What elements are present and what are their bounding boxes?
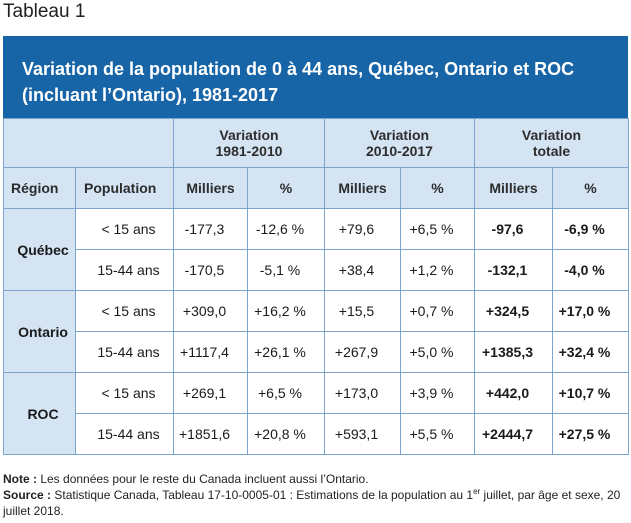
value-cell: -12,6 % bbox=[247, 208, 325, 250]
total-cell: +2444,7 bbox=[474, 413, 553, 455]
group-header-1981-2010: Variation 1981-2010 bbox=[173, 118, 325, 168]
header-milliers-2: Milliers bbox=[324, 167, 401, 209]
header-region: Région bbox=[3, 167, 76, 209]
total-cell: +442,0 bbox=[474, 372, 553, 414]
table-row: Ontario < 15 ans +309,0 +16,2 % +15,5 +0… bbox=[3, 290, 629, 373]
header-pct-2: % bbox=[400, 167, 475, 209]
table-row: 15-44 ans +1117,4 +26,1 % +267,9 +5,0 % … bbox=[4, 331, 629, 373]
value-cell: +3,9 % bbox=[400, 372, 475, 414]
value-cell: -5,1 % bbox=[247, 249, 325, 291]
population-table: Variation 1981-2010 Variation 2010-2017 … bbox=[3, 118, 629, 455]
total-cell: +27,5 % bbox=[552, 413, 629, 455]
value-cell: +309,0 bbox=[173, 290, 248, 332]
value-cell: +6,5 % bbox=[400, 208, 475, 250]
source-label: Source : bbox=[3, 488, 52, 502]
header-population: Population bbox=[75, 167, 174, 209]
page-label: Tableau 1 bbox=[3, 1, 86, 22]
source-text-a: Statistique Canada, Tableau 17-10-0005-0… bbox=[51, 488, 474, 502]
source-line: Source : Statistique Canada, Tableau 17-… bbox=[3, 487, 628, 519]
value-cell: +1117,4 bbox=[173, 331, 248, 373]
region-cell: Ontario bbox=[3, 290, 76, 373]
group-header-2010-2017: Variation 2010-2017 bbox=[324, 118, 475, 168]
value-cell: +26,1 % bbox=[247, 331, 325, 373]
population-cell: < 15 ans bbox=[75, 372, 174, 414]
value-cell: +5,0 % bbox=[400, 331, 475, 373]
table-row: 15-44 ans +1851,6 +20,8 % +593,1 +5,5 % … bbox=[4, 413, 629, 455]
sub-header-row: Région Population Milliers % Milliers % … bbox=[3, 167, 629, 209]
population-cell: < 15 ans bbox=[75, 208, 174, 250]
header-milliers-3: Milliers bbox=[474, 167, 553, 209]
header-pct-1: % bbox=[247, 167, 325, 209]
total-cell: +32,4 % bbox=[552, 331, 629, 373]
value-cell: +267,9 bbox=[324, 331, 401, 373]
total-cell: -132,1 bbox=[474, 249, 553, 291]
table-title-banner: Variation de la population de 0 à 44 ans… bbox=[3, 36, 628, 118]
value-cell: +269,1 bbox=[173, 372, 248, 414]
total-cell: -4,0 % bbox=[552, 249, 629, 291]
value-cell: +593,1 bbox=[324, 413, 401, 455]
group-header-totale: Variation totale bbox=[474, 118, 629, 168]
value-cell: +0,7 % bbox=[400, 290, 475, 332]
total-cell: -6,9 % bbox=[552, 208, 629, 250]
region-cell: Québec bbox=[3, 208, 76, 291]
table-row: ROC < 15 ans +269,1 +6,5 % +173,0 +3,9 %… bbox=[3, 372, 629, 455]
value-cell: -170,5 bbox=[173, 249, 248, 291]
value-cell: +1851,6 bbox=[173, 413, 248, 455]
table-notes: Note : Les données pour le reste du Cana… bbox=[3, 471, 628, 519]
population-cell: < 15 ans bbox=[75, 290, 174, 332]
value-cell: +38,4 bbox=[324, 249, 401, 291]
source-superscript: er bbox=[473, 487, 481, 496]
note-text: Les données pour le reste du Canada incl… bbox=[37, 472, 369, 486]
header-pct-3: % bbox=[552, 167, 629, 209]
blank-header-cell bbox=[3, 118, 174, 168]
table-row: 15-44 ans -170,5 -5,1 % +38,4 +1,2 % -13… bbox=[4, 249, 629, 291]
total-cell: +1385,3 bbox=[474, 331, 553, 373]
value-cell: +5,5 % bbox=[400, 413, 475, 455]
value-cell: -177,3 bbox=[173, 208, 248, 250]
group-header-row: Variation 1981-2010 Variation 2010-2017 … bbox=[3, 118, 629, 168]
value-cell: +79,6 bbox=[324, 208, 401, 250]
value-cell: +173,0 bbox=[324, 372, 401, 414]
note-line: Note : Les données pour le reste du Cana… bbox=[3, 471, 628, 487]
total-cell: +324,5 bbox=[474, 290, 553, 332]
population-cell: 15-44 ans bbox=[75, 413, 174, 455]
value-cell: +20,8 % bbox=[247, 413, 325, 455]
source-text-b: juillet, par âge et sexe, 20 juillet 201… bbox=[3, 488, 621, 518]
total-cell: +10,7 % bbox=[552, 372, 629, 414]
total-cell: -97,6 bbox=[474, 208, 553, 250]
value-cell: +6,5 % bbox=[247, 372, 325, 414]
population-cell: 15-44 ans bbox=[75, 249, 174, 291]
note-label: Note : bbox=[3, 472, 37, 486]
table-row: Québec < 15 ans -177,3 -12,6 % +79,6 +6,… bbox=[3, 208, 629, 291]
table-title: Variation de la population de 0 à 44 ans… bbox=[22, 59, 575, 105]
total-cell: +17,0 % bbox=[552, 290, 629, 332]
population-cell: 15-44 ans bbox=[75, 331, 174, 373]
value-cell: +15,5 bbox=[324, 290, 401, 332]
region-cell: ROC bbox=[3, 372, 76, 455]
value-cell: +1,2 % bbox=[400, 249, 475, 291]
header-milliers-1: Milliers bbox=[173, 167, 248, 209]
value-cell: +16,2 % bbox=[247, 290, 325, 332]
